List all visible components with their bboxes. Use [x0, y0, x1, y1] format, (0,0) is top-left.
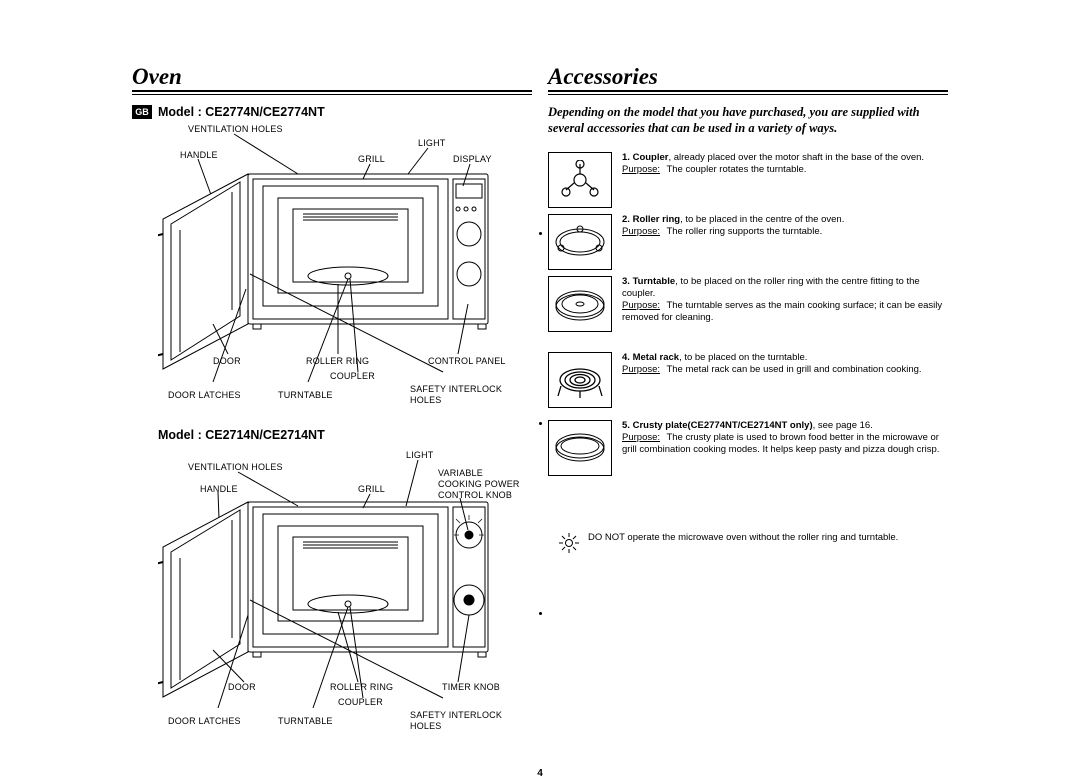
- accessory-text: 1. Coupler, already placed over the moto…: [622, 152, 924, 208]
- metal-rack-icon: [548, 352, 612, 408]
- rule-thin: [132, 94, 532, 95]
- rule-thin-2: [548, 94, 948, 95]
- rule-thick-2: [548, 90, 948, 92]
- accessory-text: 5. Crusty plate(CE2774NT/CE2714NT only),…: [622, 420, 948, 476]
- accessory-row-coupler: 1. Coupler, already placed over the moto…: [548, 152, 948, 208]
- label-holes: HOLES: [410, 395, 442, 405]
- accessory-text: 4. Metal rack, to be placed on the turnt…: [622, 352, 922, 408]
- roller-ring-icon: [548, 214, 612, 270]
- crusty-plate-icon: [548, 420, 612, 476]
- left-column: Oven GB Model : CE2774N/CE2774NT VENTILA…: [132, 62, 532, 722]
- label-roller: ROLLER RING: [306, 356, 369, 366]
- oven-diagram-1: VENTILATION HOLES HANDLE LIGHT GRILL DIS…: [158, 124, 518, 414]
- label-coupler: COUPLER: [330, 371, 375, 381]
- label2-coupler: COUPLER: [338, 697, 383, 707]
- model-1-title: Model : CE2774N/CE2774NT: [158, 105, 325, 119]
- page-number: 4: [537, 768, 543, 779]
- accessory-row-rack: 4. Metal rack, to be placed on the turnt…: [548, 352, 948, 408]
- right-column: Accessories Depending on the model that …: [548, 62, 948, 722]
- accessories-intro: Depending on the model that you have pur…: [548, 105, 948, 136]
- accessories-heading: Accessories: [548, 64, 658, 90]
- oven-diagram-2: VENTILATION HOLES HANDLE LIGHT GRILL VAR…: [158, 450, 518, 740]
- label2-turntable: TURNTABLE: [278, 716, 333, 726]
- accessory-row-crusty: 5. Crusty plate(CE2774NT/CE2714NT only),…: [548, 420, 948, 476]
- page: Oven GB Model : CE2774N/CE2774NT VENTILA…: [132, 62, 948, 722]
- label2-roller: ROLLER RING: [330, 682, 393, 692]
- model-2-title: Model : CE2714N/CE2714NT: [158, 428, 325, 442]
- coupler-icon: [548, 152, 612, 208]
- turntable-icon: [548, 276, 612, 332]
- label-turntable: TURNTABLE: [278, 390, 333, 400]
- label2-door-latches: DOOR LATCHES: [168, 716, 241, 726]
- accessory-row-roller: 2. Roller ring, to be placed in the cent…: [548, 214, 948, 270]
- accessory-text: 3. Turntable, to be placed on the roller…: [622, 276, 948, 332]
- label-door-latches: DOOR LATCHES: [168, 390, 241, 400]
- label2-door: DOOR: [228, 682, 256, 692]
- rule-thick: [132, 90, 532, 92]
- gb-badge: GB: [132, 105, 152, 119]
- accessory-row-turntable: 3. Turntable, to be placed on the roller…: [548, 276, 948, 332]
- label-safety: SAFETY INTERLOCK: [410, 384, 502, 394]
- caution-note: DO NOT operate the microwave oven withou…: [588, 532, 938, 544]
- label-door: DOOR: [213, 356, 241, 366]
- label2-timer: TIMER KNOB: [442, 682, 500, 692]
- label2-holes: HOLES: [410, 721, 442, 731]
- label2-safety: SAFETY INTERLOCK: [410, 710, 502, 720]
- oven-heading: Oven: [132, 64, 182, 90]
- label-control-panel: CONTROL PANEL: [428, 356, 506, 366]
- caution-icon: [558, 532, 580, 554]
- accessory-text: 2. Roller ring, to be placed in the cent…: [622, 214, 844, 270]
